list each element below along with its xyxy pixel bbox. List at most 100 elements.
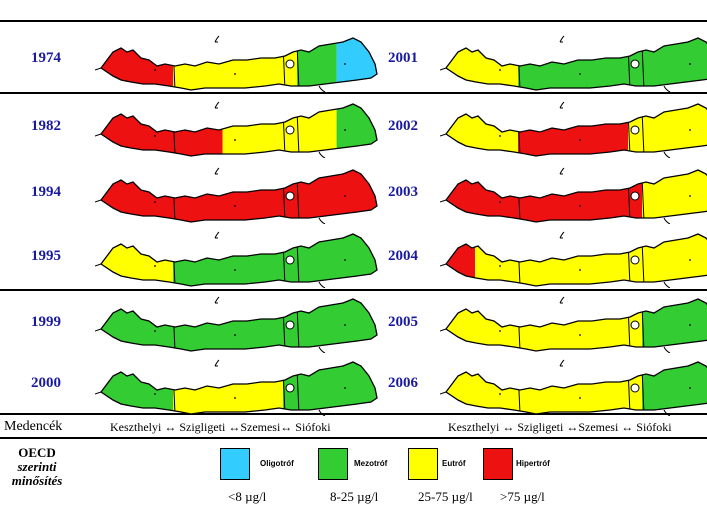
sampling-point <box>234 397 236 399</box>
year-label-2001: 2001 <box>388 50 418 66</box>
sampling-point <box>154 201 156 203</box>
legend-range-oligotrof: <8 µg/l <box>228 489 267 504</box>
river-inflow <box>440 328 447 332</box>
sampling-point <box>499 201 501 203</box>
basin-divider <box>296 304 300 351</box>
river-outlet <box>318 85 326 92</box>
basin-divider <box>296 109 300 156</box>
sampling-point <box>234 205 236 207</box>
basin-4-fill <box>642 299 707 351</box>
lake-map-1995 <box>95 231 378 288</box>
lake-map-1974 <box>95 35 378 92</box>
legend-swatch-eutrof <box>408 448 438 480</box>
sampling-point <box>689 324 691 326</box>
stream-mark <box>559 231 565 239</box>
lake-map-2005 <box>440 296 707 353</box>
basin-4-fill <box>642 38 707 90</box>
river-inflow <box>95 391 102 395</box>
stream-mark <box>559 35 565 43</box>
basin-4-fill <box>297 299 377 351</box>
basin-4-fill <box>642 362 707 414</box>
basin-4-fill <box>642 170 707 222</box>
basin-4-fill <box>642 234 707 286</box>
river-inflow <box>440 391 447 395</box>
sampling-point <box>689 129 691 131</box>
sampling-point <box>579 334 581 336</box>
lake-outline <box>445 233 707 287</box>
legend-label-hipertrof: Hipertróf <box>516 459 550 468</box>
tihany-marker <box>630 255 640 265</box>
sampling-point <box>154 393 156 395</box>
sampling-point <box>344 195 346 197</box>
lake-outline <box>445 169 707 223</box>
stream-mark <box>214 35 220 43</box>
sampling-point <box>234 334 236 336</box>
river-outlet <box>318 151 326 158</box>
basin-divider <box>296 367 300 414</box>
river-outlet <box>663 346 671 353</box>
year-label-2004: 2004 <box>388 248 418 264</box>
year-label-1995: 1995 <box>31 248 61 264</box>
basin-divider <box>296 175 300 222</box>
year-label-2005: 2005 <box>388 314 418 330</box>
river-inflow <box>95 263 102 267</box>
sampling-point <box>234 139 236 141</box>
sampling-point <box>344 324 346 326</box>
sampling-point <box>579 139 581 141</box>
river-inflow <box>95 67 102 71</box>
lake-map-2006 <box>440 359 707 416</box>
basin-4-fill <box>297 234 377 286</box>
sampling-point <box>689 259 691 261</box>
lake-outline <box>445 103 707 157</box>
basin-2-fill-a <box>173 104 223 156</box>
basin-4-fill-b <box>336 38 377 90</box>
panel-middle <box>0 92 707 289</box>
sampling-point <box>154 135 156 137</box>
river-inflow <box>95 133 102 137</box>
river-outlet <box>663 85 671 92</box>
basins-left: Keszthelyi ↔ Szigligeti ↔Szemesi↔ Siófok… <box>110 420 331 434</box>
tihany-marker <box>285 59 295 69</box>
sampling-point <box>154 69 156 71</box>
basin-divider <box>296 43 300 90</box>
sampling-point <box>579 73 581 75</box>
basins-label: Medencék <box>4 419 63 434</box>
sampling-point <box>344 259 346 261</box>
sampling-point <box>154 265 156 267</box>
basin-4-fill <box>297 170 377 222</box>
basin-divider <box>641 367 645 414</box>
lake-outline <box>445 298 707 352</box>
sampling-point <box>499 330 501 332</box>
river-outlet <box>663 217 671 224</box>
legend-title-line2: szerinti <box>17 459 57 474</box>
lake-map-2000 <box>95 359 378 416</box>
legend-swatch-mezotrof <box>318 448 348 480</box>
basin-1-fill-a <box>446 234 476 286</box>
lake-map-1982 <box>95 101 378 158</box>
sampling-point <box>499 393 501 395</box>
sampling-point <box>499 135 501 137</box>
basin-divider <box>641 43 645 90</box>
legend-swatch-hipertrof <box>483 448 513 480</box>
lake-map-2003 <box>440 167 707 224</box>
sampling-point <box>579 397 581 399</box>
river-outlet <box>318 346 326 353</box>
river-inflow <box>440 67 447 71</box>
legend-label-oligotrof: Oligotróf <box>260 459 294 468</box>
stream-mark <box>559 359 565 367</box>
tihany-marker <box>285 191 295 201</box>
lake-map-1999 <box>95 296 378 353</box>
lake-map-1994 <box>95 167 378 224</box>
year-label-2003: 2003 <box>388 184 418 200</box>
river-outlet <box>318 409 326 416</box>
tihany-marker <box>285 320 295 330</box>
tihany-marker <box>630 320 640 330</box>
stream-mark <box>214 101 220 109</box>
basin-divider <box>641 175 645 222</box>
divider-line <box>0 437 707 439</box>
river-inflow <box>95 328 102 332</box>
basin-4-fill <box>642 104 707 156</box>
lake-map-2004 <box>440 231 707 288</box>
sampling-point <box>689 195 691 197</box>
